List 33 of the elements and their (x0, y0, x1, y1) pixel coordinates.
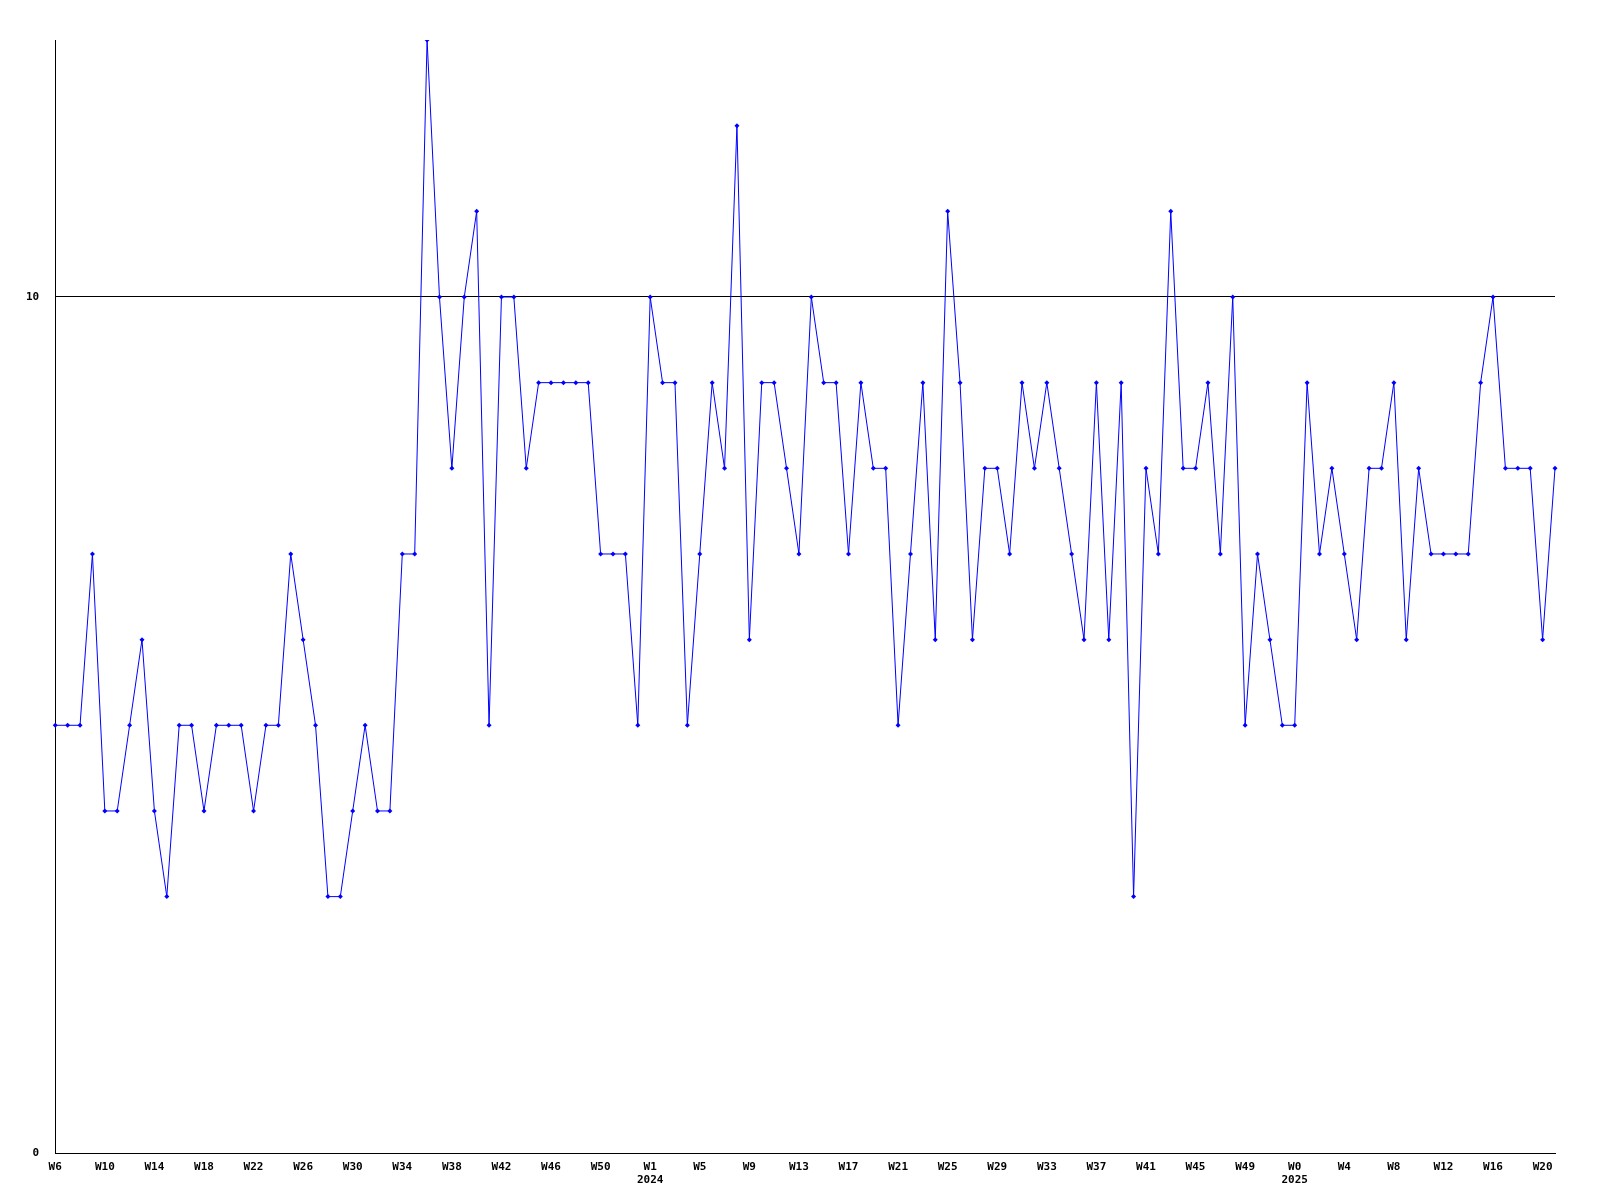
x-tick-label: W25 (937, 1160, 958, 1174)
x-tick-label: W49 (1235, 1160, 1256, 1174)
x-tick-label: W33 (1036, 1160, 1057, 1174)
x-tick-label: W46 (541, 1160, 562, 1174)
x-tick-label: W20 (1532, 1160, 1553, 1174)
x-tick-label: W6 (48, 1160, 63, 1174)
y-tick-label: 0 (32, 1146, 40, 1160)
x-tick-label: W12 (1433, 1160, 1454, 1174)
x-tick-label: W10 (94, 1160, 115, 1174)
x-tick-label: W8 (1387, 1160, 1401, 1174)
x-tick-label: W34 (392, 1160, 413, 1174)
x-tick-label: W21 (888, 1160, 909, 1174)
x-tick-label: W18 (194, 1160, 214, 1174)
x-tick-label: W37 (1086, 1160, 1107, 1174)
x-tick-label: W45 (1185, 1160, 1206, 1174)
x-tick-label: W29 (987, 1160, 1008, 1174)
x-tick-label: W1 2024 (636, 1160, 664, 1187)
y-tick-label: 10 (26, 289, 40, 303)
x-tick-label: W30 (342, 1160, 363, 1174)
x-tick-label: W13 (788, 1160, 809, 1174)
x-tick-label: W4 (1337, 1160, 1352, 1174)
x-tick-label: W14 (144, 1160, 165, 1174)
x-tick-label: W9 (742, 1160, 756, 1174)
x-tick-label: W5 (693, 1160, 707, 1174)
x-tick-label: W16 (1483, 1160, 1504, 1174)
x-tick-label: W17 (838, 1160, 859, 1174)
x-tick-label: W26 (293, 1160, 314, 1174)
x-tick-label: W0 2025 (1281, 1160, 1308, 1187)
x-tick-label: W42 (491, 1160, 512, 1174)
x-tick-label: W38 (441, 1160, 462, 1174)
x-tick-label: W50 (590, 1160, 611, 1174)
x-tick-label: W41 (1136, 1160, 1157, 1174)
x-tick-label: W22 (243, 1160, 264, 1174)
